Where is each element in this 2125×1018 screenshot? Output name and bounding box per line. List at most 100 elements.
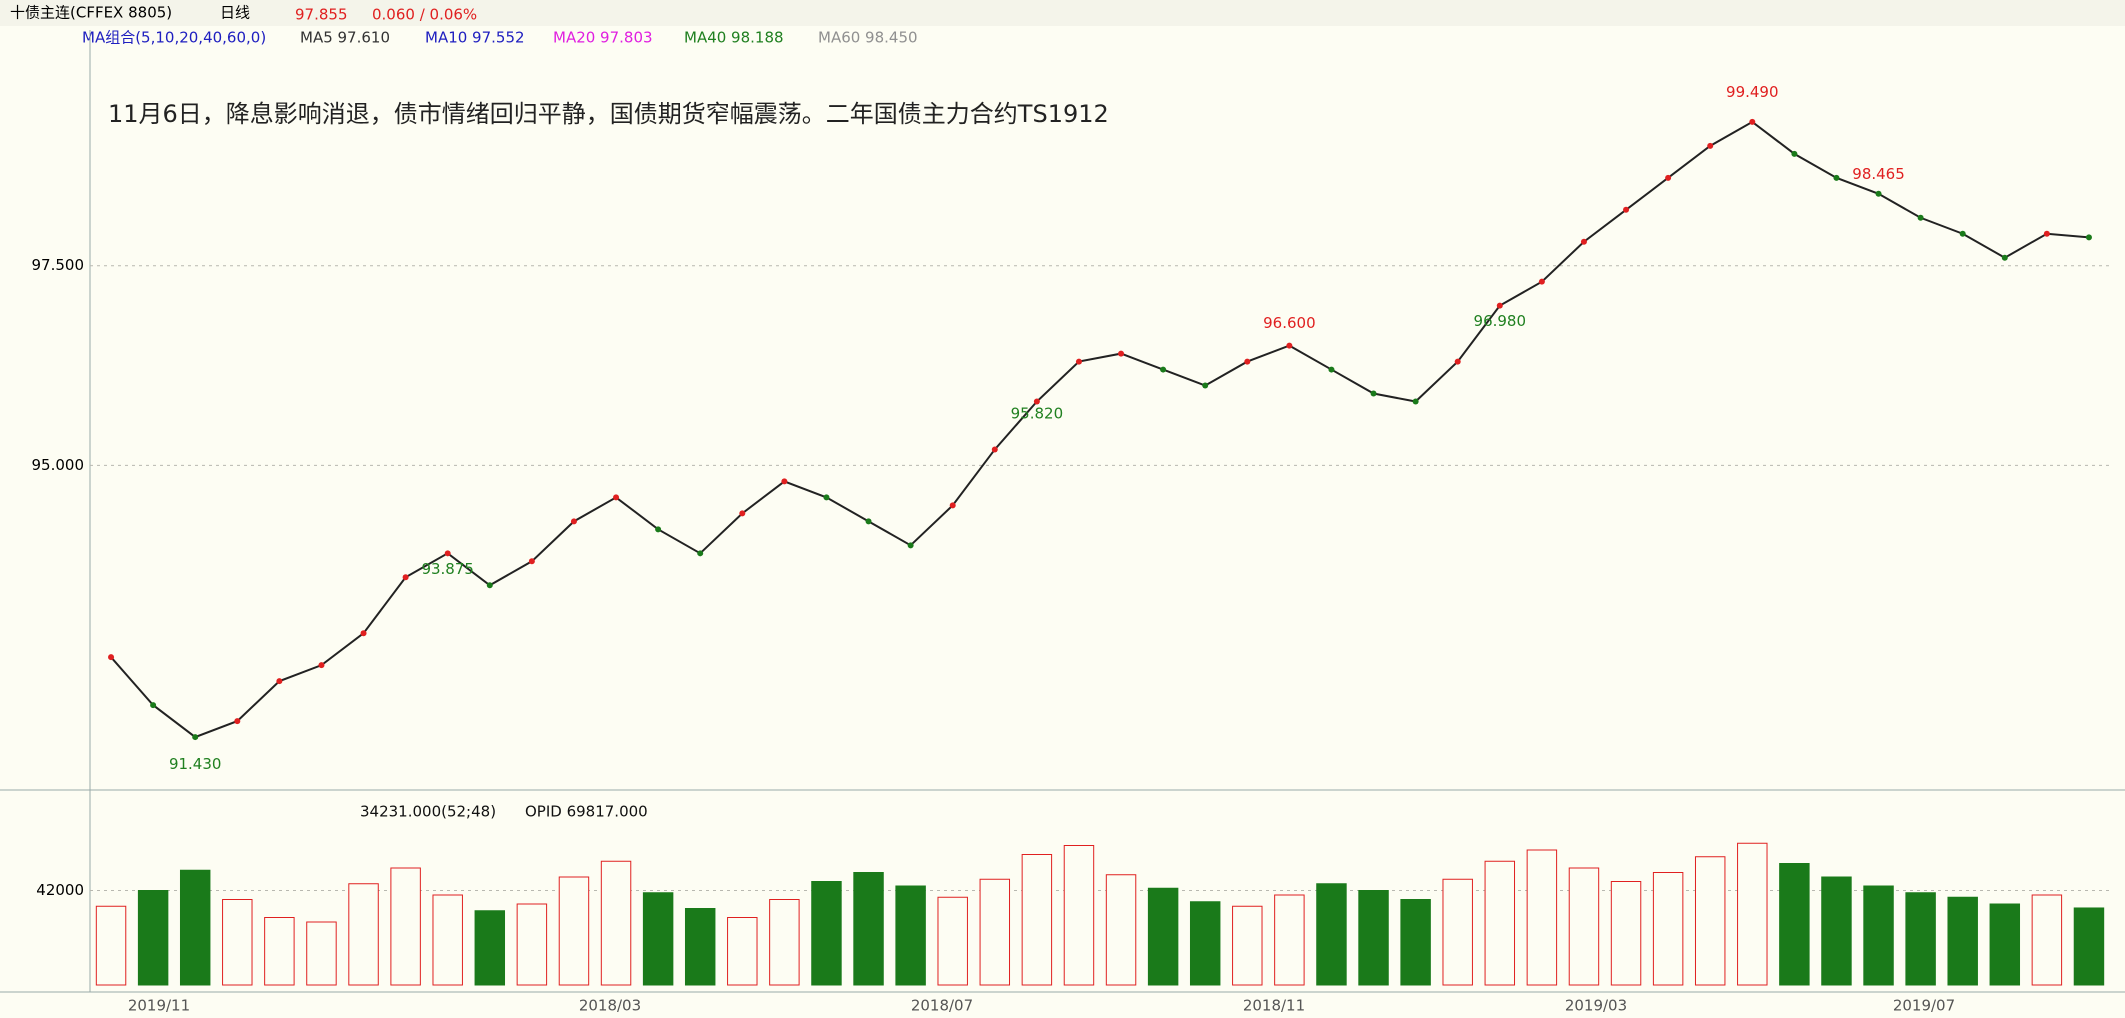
price-point: [1707, 143, 1713, 149]
price-point: [1876, 191, 1882, 197]
ma-legend-item: MA20 97.803: [553, 29, 653, 47]
price-annotation: 96.980: [1474, 312, 1527, 330]
volume-bar: [349, 884, 378, 985]
price-point: [108, 654, 114, 660]
volume-bar: [1064, 846, 1093, 986]
price-point: [403, 574, 409, 580]
price-point: [1371, 391, 1377, 397]
ma-legend-item: MA10 97.552: [425, 29, 525, 47]
price-point: [1623, 207, 1629, 213]
volume-bar: [601, 861, 630, 985]
volume-bar: [1738, 843, 1767, 985]
price-point: [571, 518, 577, 524]
x-tick-label: 2018/03: [579, 997, 641, 1015]
volume-bar: [1948, 897, 1977, 985]
price-point: [150, 702, 156, 708]
volume-bar: [1864, 886, 1893, 985]
volume-bar: [2032, 895, 2061, 985]
price-point: [445, 550, 451, 556]
price-line: [111, 122, 2089, 737]
volume-bar: [1401, 900, 1430, 986]
volume-bar: [96, 906, 125, 985]
price-point: [866, 518, 872, 524]
volume-bar: [559, 877, 588, 985]
volume-bar: [265, 918, 294, 986]
ma-legend-item: MA40 98.188: [684, 29, 784, 47]
volume-bar: [475, 911, 504, 985]
price-annotation: 95.820: [1011, 404, 1064, 422]
price-point: [529, 558, 535, 564]
volume-bar: [1275, 895, 1304, 985]
y-tick-label: 95.000: [32, 456, 85, 474]
volume-bar: [307, 922, 336, 985]
chart: 十债主连(CFFEX 8805) 日线 97.855 0.060 / 0.06%…: [0, 0, 2125, 1018]
volume-bar: [980, 879, 1009, 985]
volume-bar: [1190, 902, 1219, 985]
volume-bar: [1906, 893, 1935, 985]
price-point: [908, 542, 914, 548]
price-point: [1581, 239, 1587, 245]
price-annotation: 91.430: [169, 755, 222, 773]
price-point: [1918, 215, 1924, 221]
price-annotation: 98.465: [1852, 165, 1905, 183]
volume-bar: [138, 891, 167, 986]
price-point: [361, 630, 367, 636]
volume-bar: [1822, 877, 1851, 985]
volume-label: 34231.000(52;48): [360, 803, 496, 821]
price-point: [1202, 383, 1208, 389]
price-annotation: 93.875: [421, 560, 474, 578]
volume-bar: [1443, 879, 1472, 985]
symbol: 十债主连(CFFEX 8805): [10, 4, 172, 22]
price-point: [613, 494, 619, 500]
price-point: [655, 526, 661, 532]
volume-bar: [180, 870, 209, 985]
x-tick-label: 2018/07: [911, 997, 973, 1015]
price-point: [1791, 151, 1797, 157]
price-point: [318, 662, 324, 668]
volume-bar: [2074, 908, 2103, 985]
price-point: [1286, 343, 1292, 349]
period[interactable]: 日线: [220, 4, 250, 22]
volume-bar: [1527, 850, 1556, 985]
price-point: [823, 494, 829, 500]
volume-bar: [517, 904, 546, 985]
price-annotation: 99.490: [1726, 83, 1779, 101]
volume-bar: [1569, 868, 1598, 985]
price-point: [2044, 231, 2050, 237]
price-point: [1244, 359, 1250, 365]
volume-bar: [1106, 875, 1135, 985]
ma-legend-label[interactable]: MA组合(5,10,20,40,60,0): [82, 29, 266, 47]
price-point: [1539, 279, 1545, 285]
volume-bar: [391, 868, 420, 985]
change: 0.060 / 0.06%: [372, 6, 477, 24]
volume-bar: [1653, 873, 1682, 986]
price-point: [1118, 351, 1124, 357]
price-point: [1665, 175, 1671, 181]
price-point: [781, 478, 787, 484]
volume-bar: [433, 895, 462, 985]
annotation: 11月6日，降息影响消退，债市情绪回归平静，国债期货窄幅震荡。二年国债主力合约T…: [108, 100, 1109, 128]
volume-bar: [1317, 884, 1346, 985]
price-point: [1497, 303, 1503, 309]
ma-legend-item: MA60 98.450: [818, 29, 918, 47]
price-point: [950, 502, 956, 508]
price-point: [1749, 119, 1755, 125]
volume-bar: [812, 882, 841, 986]
volume-bar: [1148, 888, 1177, 985]
volume-bar: [1022, 855, 1051, 986]
price-point: [2002, 255, 2008, 261]
x-tick-label: 2019/11: [128, 997, 190, 1015]
y-tick-label: 42000: [36, 881, 84, 899]
price-point: [276, 678, 282, 684]
price-point: [1328, 367, 1334, 373]
volume-bar: [1485, 861, 1514, 985]
page: 十债主连(CFFEX 8805) 日线 97.855 0.060 / 0.06%…: [0, 0, 2125, 1018]
price-point: [487, 582, 493, 588]
price-point: [1960, 231, 1966, 237]
volume-bar: [770, 900, 799, 986]
price-annotation: 96.600: [1263, 314, 1316, 332]
y-tick-label: 97.500: [32, 256, 85, 274]
price-point: [697, 550, 703, 556]
volume-bar: [1990, 904, 2019, 985]
price-point: [1413, 399, 1419, 405]
